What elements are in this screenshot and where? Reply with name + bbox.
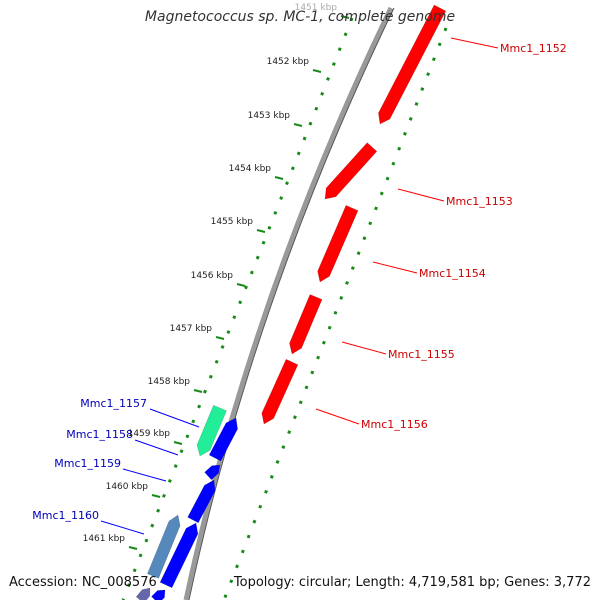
tick-label: 1451 kbp	[295, 3, 338, 13]
gene-label: Mmc1_1157	[80, 397, 147, 410]
gene-label: Mmc1_1152	[500, 42, 567, 55]
gene-label: Mmc1_1155	[388, 348, 455, 361]
tick-label: 1457 kbp	[170, 324, 213, 334]
gene-arrow-mmc1-1155	[289, 294, 323, 355]
accession-text: Accession: NC_008576	[9, 575, 157, 590]
tick-label: 1459 kbp	[128, 429, 171, 439]
gene-label: Mmc1_1159	[54, 457, 121, 470]
gene-arrow-mmc1-1154	[317, 205, 359, 283]
gene-arrow-mmc1-1156	[261, 358, 299, 425]
leader-line	[315, 408, 360, 425]
genome-backbone-inner	[188, 7, 395, 600]
leader-line	[134, 439, 179, 456]
gene-label: Mmc1_1156	[361, 418, 428, 431]
gene-arrow-mmc1-1160	[147, 514, 181, 579]
tick-label: 1453 kbp	[248, 111, 291, 121]
gene-arrow-1157-pair	[208, 417, 238, 462]
gene-label: Mmc1_1160	[32, 509, 99, 522]
genome-backbone	[183, 6, 394, 600]
gene-arrow-cut-b	[151, 589, 166, 600]
tick-mark	[151, 494, 161, 498]
gene-arrow-mmc1-1157	[196, 404, 227, 457]
tick-label: 1454 kbp	[229, 164, 272, 174]
gene-arrow-1159	[187, 479, 216, 524]
gene-arrow-1158	[204, 464, 221, 481]
tick-mark	[173, 441, 183, 445]
tick-mark	[293, 123, 303, 127]
tick-mark	[340, 15, 350, 19]
leader-line	[450, 37, 499, 49]
tick-label: 1455 kbp	[211, 217, 254, 227]
leader-line	[372, 261, 418, 274]
tick-mark	[312, 69, 322, 73]
tick-mark	[193, 389, 203, 393]
tick-label: 1461 kbp	[83, 534, 126, 544]
gene-arrow-mmc1-1153	[324, 142, 378, 200]
tick-label: 1458 kbp	[148, 377, 191, 387]
tick-mark	[236, 283, 246, 287]
leader-line	[122, 468, 167, 482]
tick-mark	[274, 176, 284, 180]
tick-label: 1456 kbp	[191, 271, 234, 281]
gene-arrow-cut	[135, 587, 151, 600]
gene-label: Mmc1_1153	[446, 195, 513, 208]
topology-text: Topology: circular; Length: 4,719,581 bp…	[233, 575, 591, 590]
gene-arrow-mmc1-1152	[378, 4, 447, 125]
tick-mark	[215, 336, 225, 340]
tick-label: 1460 kbp	[106, 482, 149, 492]
leader-line	[149, 408, 200, 428]
tick-mark	[256, 229, 266, 233]
gene-arrow-1159-b	[159, 522, 199, 589]
gene-label: Mmc1_1158	[66, 428, 133, 441]
gene-label: Mmc1_1154	[419, 267, 486, 280]
tick-mark	[128, 546, 138, 550]
forward-track-ring	[222, 27, 448, 600]
leader-line	[341, 341, 387, 355]
genome-title: Magnetococcus sp. MC-1, complete genome	[144, 9, 456, 25]
leader-line	[100, 520, 145, 535]
leader-line	[397, 188, 445, 202]
tick-label: 1452 kbp	[267, 57, 310, 67]
